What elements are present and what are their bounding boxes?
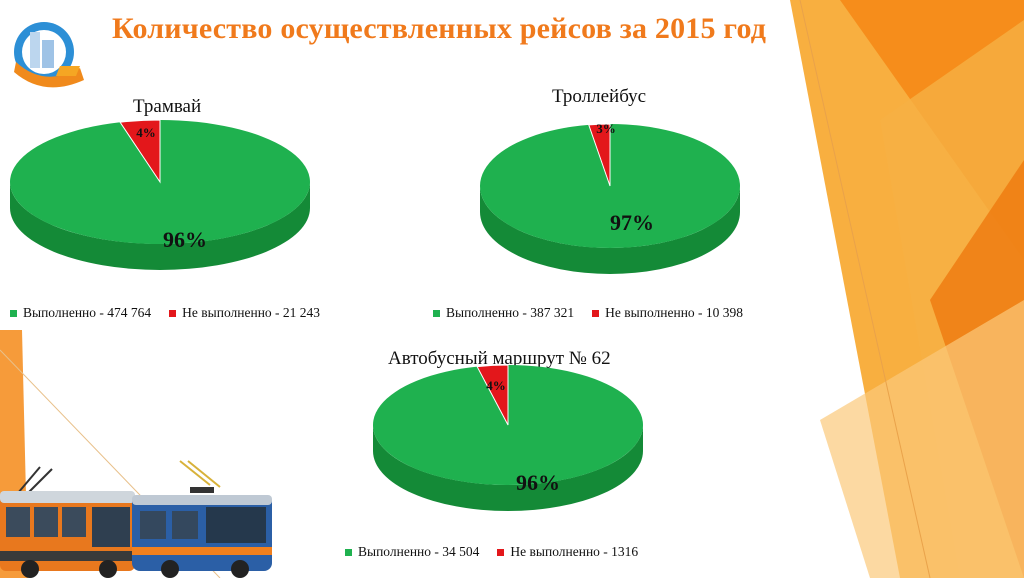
legend-label-not-done: Не выполненно - 10 398 [605,305,744,320]
legend-item-not-done: Не выполненно - 10 398 [592,305,743,321]
legend-item-done: Выполненно - 387 321 [433,305,574,321]
legend-label-done: Выполненно - 34 504 [358,544,480,559]
legend-item-not-done: Не выполненно - 21 243 [169,305,320,321]
legend-swatch-not-done [169,309,177,317]
pie-label-not-done: 3% [596,121,616,136]
pie-side-done [373,425,643,511]
legend-item-done: Выполненно - 474 764 [10,305,151,321]
legend-swatch-done [10,309,17,317]
legend-label-not-done: Не выполненно - 1316 [510,544,639,559]
legend-item-not-done: Не выполненно - 1316 [497,544,638,560]
legend-tram: Выполненно - 474 764 Не выполненно - 21 … [10,305,320,321]
legend-label-done: Выполненно - 474 764 [23,305,152,320]
legend-swatch-done [345,548,352,556]
legend-swatch-done [433,309,440,317]
pie-label-not-done: 4% [136,125,156,140]
pie-label-done: 96% [163,227,207,252]
chart-title-tram: Трамвай [133,96,202,117]
pie-slice-not-done [588,123,611,187]
legend-swatch-not-done [592,309,600,317]
legend-swatch-not-done [497,548,505,556]
slide-title: Количество осуществленных рейсов за 2015… [112,12,767,45]
chart-title-trolleybus: Троллейбус [552,86,647,107]
trolleybus-tram-illustration [0,460,272,578]
legend-label-done: Выполненно - 387 321 [446,305,575,320]
legend-item-done: Выполненно - 34 504 [345,544,479,560]
chart-title-bus: Автобусный маршрут № 62 [388,348,611,369]
pie-side-done [10,182,310,270]
legend-trolleybus: Выполненно - 387 321 Не выполненно - 10 … [433,305,743,321]
pie-slice-not-done [476,364,509,426]
pie-side-done [480,186,740,274]
legend-label-not-done: Не выполненно - 21 243 [182,305,321,320]
logo-icon [14,22,84,88]
pie-label-done: 97% [610,210,654,235]
pie-label-not-done: 4% [486,378,506,393]
pie-slice-not-done [119,119,161,184]
legend-bus: Выполненно - 34 504 Не выполненно - 1316 [345,544,638,560]
pie-label-done: 96% [516,470,560,495]
